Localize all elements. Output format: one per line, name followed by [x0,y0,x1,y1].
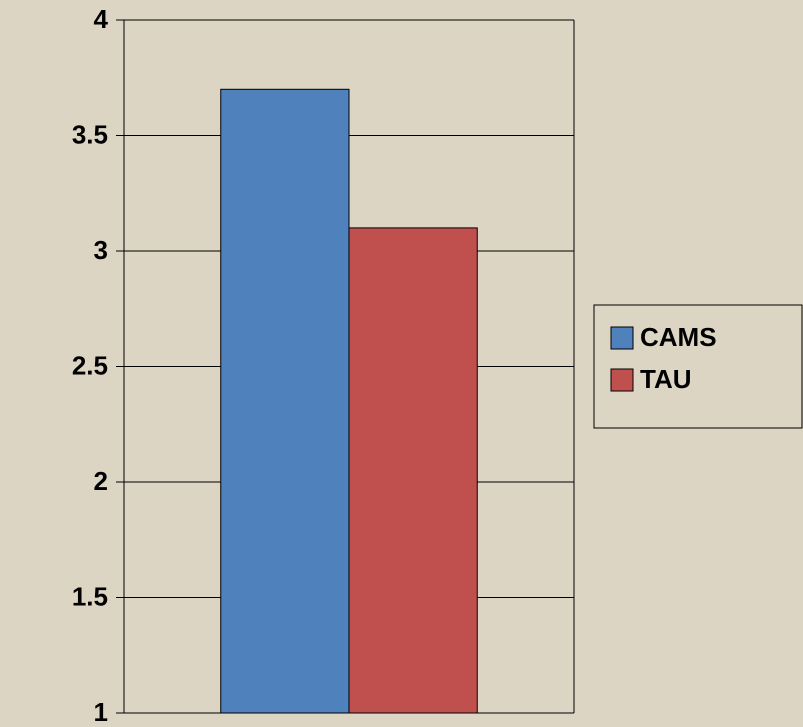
y-tick-label: 3.5 [72,119,108,149]
y-tick-label: 3 [94,235,108,265]
y-tick-label: 4 [94,4,109,34]
y-tick-label: 1 [94,697,108,727]
legend-box [593,304,803,429]
legend-swatch [610,326,634,350]
y-tick-label: 2.5 [72,350,108,380]
legend-label: CAMS [640,322,717,352]
y-tick-label: 1.5 [72,581,108,611]
bar [348,227,478,714]
y-tick-label: 2 [94,466,108,496]
bar [220,88,350,714]
legend-label: TAU [640,364,692,394]
legend-swatch [610,368,634,392]
